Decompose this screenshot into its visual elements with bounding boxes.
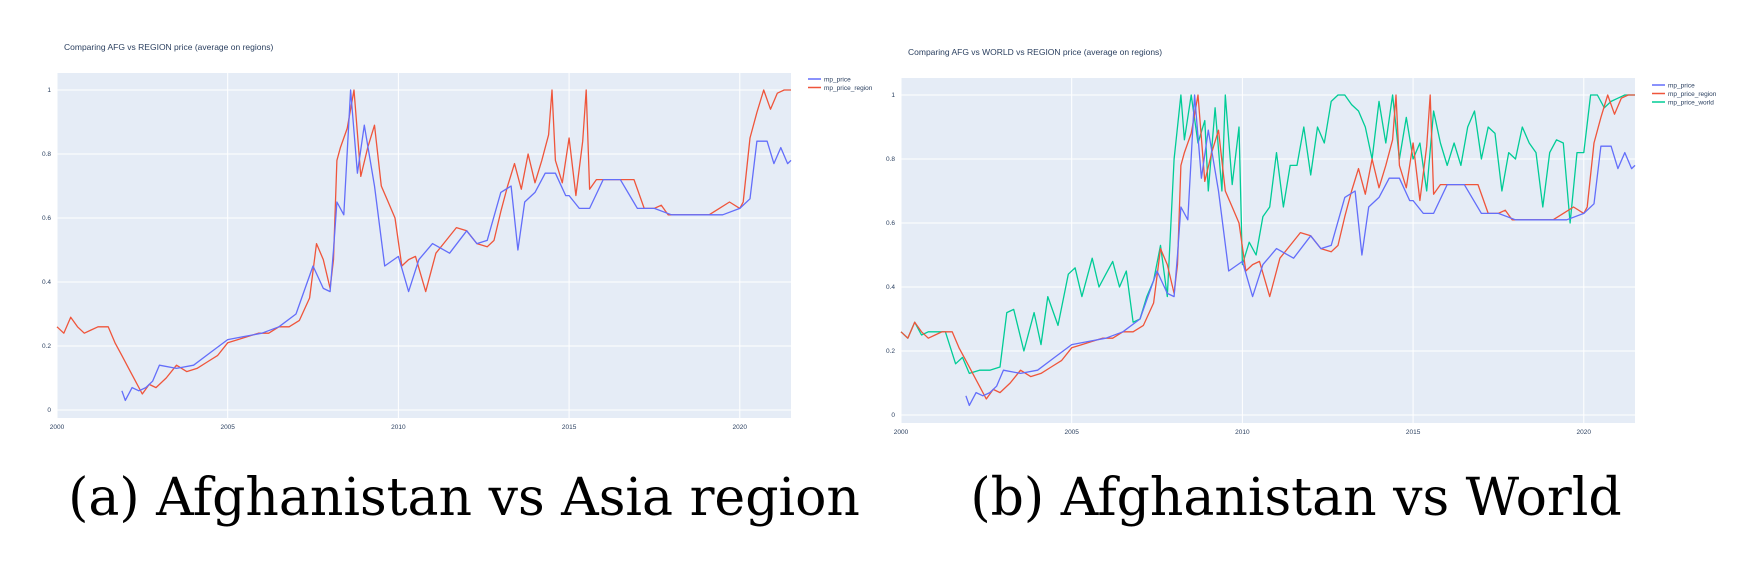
y-tick-label: 0.4 (886, 284, 895, 291)
y-tick-label: 0.8 (886, 156, 895, 163)
legend-label: mp_price (824, 76, 851, 83)
series-line-mp-price-world (900, 94, 1635, 375)
panel-b: Comparing AFG vs WORLD vs REGION price (… (886, 47, 1717, 436)
x-tick-label: 2015 (1406, 429, 1421, 436)
series-line-mp-price-region (900, 94, 1635, 400)
series-line-mp-price-region (56, 89, 791, 395)
series-line-mp-price (121, 89, 792, 402)
legend-label: mp_price_world (1668, 99, 1714, 106)
x-tick-label: 2000 (50, 424, 65, 431)
caption-a: (a) Afghanistan vs Asia region (68, 468, 860, 528)
y-tick-label: 0.8 (42, 151, 51, 158)
legend-label: mp_price (1668, 82, 1695, 89)
y-tick-label: 0 (47, 407, 51, 414)
caption-b: (b) Afghanistan vs World (970, 468, 1621, 528)
y-tick-label: 0 (891, 412, 895, 419)
legend-label: mp_price_region (824, 85, 873, 92)
x-tick-label: 2005 (1064, 429, 1079, 436)
legend-item[interactable]: mp_price_region (1652, 91, 1717, 98)
legend[interactable]: mp_price mp_price_region (808, 76, 873, 92)
legend-item[interactable]: mp_price (808, 76, 851, 83)
chart-title: Comparing AFG vs WORLD vs REGION price (… (908, 47, 1162, 57)
x-tick-label: 2000 (894, 429, 909, 436)
legend-label: mp_price_region (1668, 91, 1717, 98)
legend-item[interactable]: mp_price_world (1652, 99, 1714, 106)
y-tick-label: 0.6 (886, 220, 895, 227)
panel-a: Comparing AFG vs REGION price (average o… (42, 42, 873, 431)
series-line-mp-price (965, 94, 1636, 407)
y-tick-label: 0.2 (42, 343, 51, 350)
plot-background (901, 78, 1635, 423)
x-tick-label: 2005 (220, 424, 235, 431)
y-tick-label: 0.2 (886, 348, 895, 355)
y-tick-label: 1 (47, 87, 51, 94)
x-tick-label: 2010 (391, 424, 406, 431)
x-tick-label: 2020 (1577, 429, 1592, 436)
y-tick-label: 0.6 (42, 215, 51, 222)
y-tick-label: 1 (891, 92, 895, 99)
x-tick-label: 2020 (733, 424, 748, 431)
plot-area: 2000 2005 2010 2015 2020 0 0.2 0.4 0.6 0.8 1 (42, 73, 792, 431)
chart-title: Comparing AFG vs REGION price (average o… (64, 42, 273, 52)
x-tick-label: 2015 (562, 424, 577, 431)
y-tick-label: 0.4 (42, 279, 51, 286)
legend-item[interactable]: mp_price_region (808, 85, 873, 92)
plot-background (57, 73, 791, 418)
x-tick-label: 2010 (1235, 429, 1250, 436)
legend-item[interactable]: mp_price (1652, 82, 1695, 89)
plot-area: 2000 2005 2010 2015 2020 0 0.2 0.4 0.6 0.8 1 (886, 78, 1636, 436)
